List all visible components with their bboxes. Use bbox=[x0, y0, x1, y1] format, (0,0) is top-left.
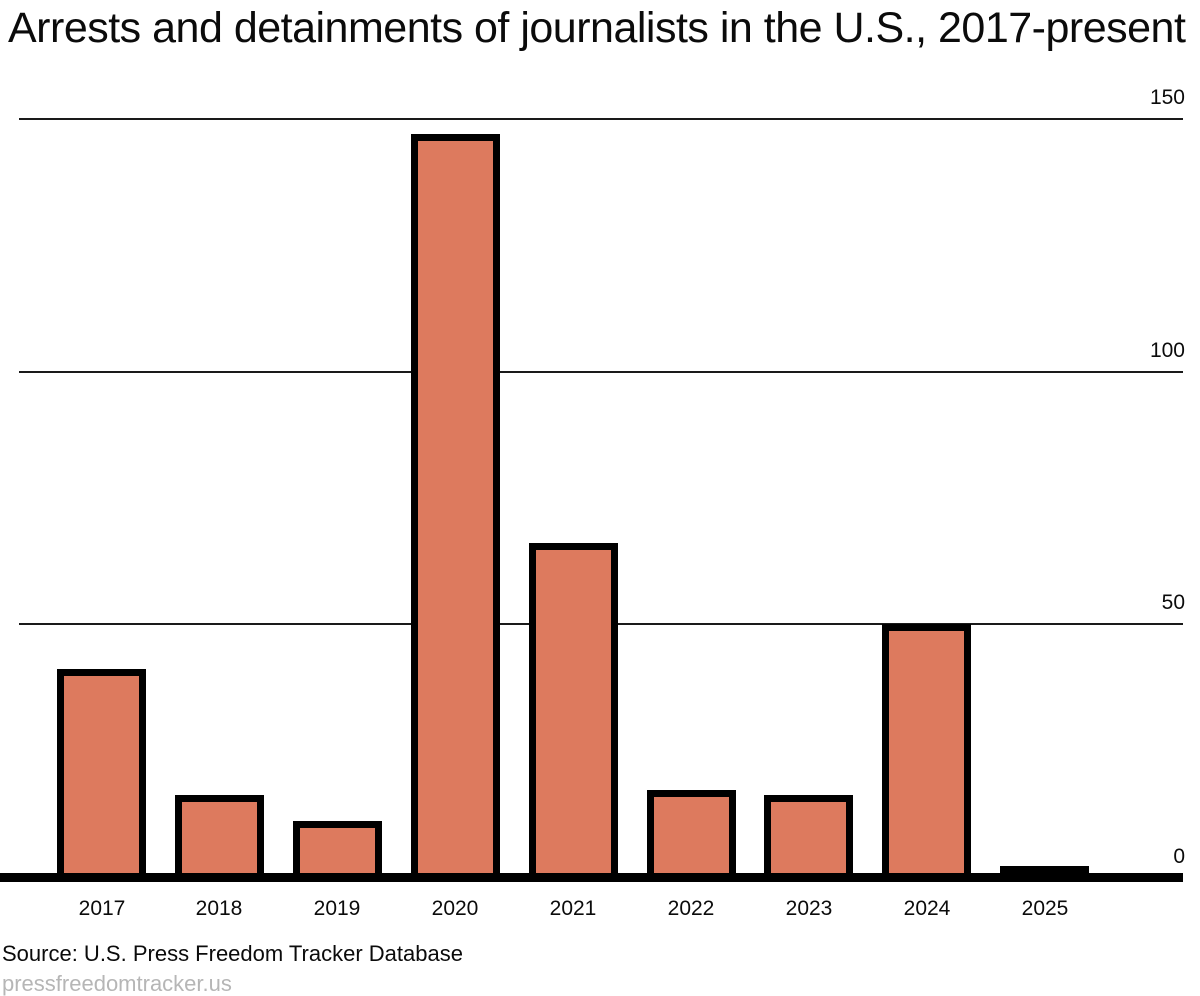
x-axis-line bbox=[0, 873, 1183, 882]
x-axis-label-2021: 2021 bbox=[549, 897, 597, 920]
x-axis-label-2017: 2017 bbox=[78, 897, 126, 920]
source-block: Source: U.S. Press Freedom Tracker Datab… bbox=[2, 941, 463, 996]
x-axis-label-2019: 2019 bbox=[313, 897, 361, 920]
y-axis-tick-label-150: 150 bbox=[1149, 86, 1185, 110]
bar-2022 bbox=[647, 790, 736, 881]
gridline-150 bbox=[19, 118, 1183, 121]
x-axis-label-2020: 2020 bbox=[431, 897, 479, 920]
x-axis-label-2023: 2023 bbox=[785, 897, 833, 920]
source-caption: Source: U.S. Press Freedom Tracker Datab… bbox=[2, 941, 463, 966]
bar-2019 bbox=[293, 821, 382, 881]
bar-2017 bbox=[57, 669, 146, 881]
bar-2023 bbox=[764, 795, 853, 881]
bar-2020 bbox=[411, 134, 500, 881]
bar-2024 bbox=[882, 624, 971, 881]
x-axis-label-2018: 2018 bbox=[195, 897, 243, 920]
y-axis-tick-label-100: 100 bbox=[1149, 338, 1185, 362]
gridline-100 bbox=[19, 370, 1183, 373]
chart-title: Arrests and detainments of journalists i… bbox=[8, 4, 1186, 52]
x-axis-label-2024: 2024 bbox=[903, 897, 951, 920]
y-axis-tick-label-50: 50 bbox=[1161, 590, 1185, 614]
bar-2018 bbox=[175, 795, 264, 881]
x-axis-label-2022: 2022 bbox=[667, 897, 715, 920]
source-link[interactable]: pressfreedomtracker.us bbox=[2, 971, 232, 996]
x-axis-label-2025: 2025 bbox=[1021, 897, 1069, 920]
y-axis-tick-label-0: 0 bbox=[1173, 845, 1185, 868]
bar-2021 bbox=[529, 543, 618, 881]
